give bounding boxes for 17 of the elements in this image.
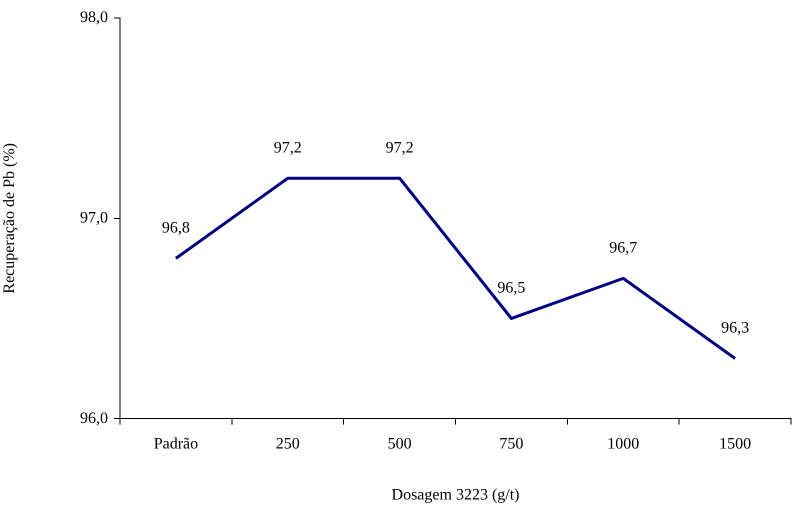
x-tick-label: 1000 [607, 435, 640, 452]
data-label: 96,5 [497, 280, 526, 297]
data-label: 96,7 [609, 240, 638, 257]
x-tick-label: 750 [499, 435, 524, 452]
y-tick-label: 97,0 [80, 210, 108, 227]
y-tick-label: 98,0 [80, 9, 108, 26]
x-tick-label: 250 [276, 435, 300, 452]
y-tick-label: 96,0 [80, 410, 108, 427]
x-tick-label: 500 [388, 435, 412, 452]
data-label: 97,2 [386, 139, 414, 156]
x-tick-label: 1500 [719, 435, 752, 452]
data-label: 96,8 [162, 220, 190, 237]
data-label: 96,3 [721, 320, 750, 337]
y-axis-title: Recuperação de Pb (%) [0, 143, 18, 294]
x-tick-label: Padrão [154, 435, 198, 452]
x-axis-title: Dosagem 3223 (g/t) [392, 486, 520, 504]
data-label: 97,2 [274, 139, 302, 156]
